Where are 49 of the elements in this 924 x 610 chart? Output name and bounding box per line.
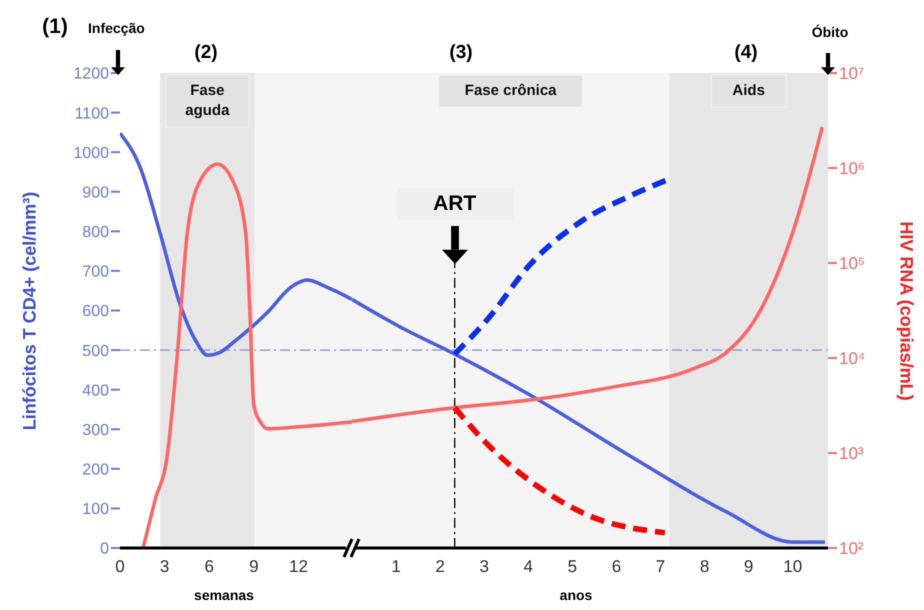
- x-tick-label: 9: [744, 557, 754, 576]
- y2-tick-label: 10⁵: [839, 254, 865, 274]
- label-box: ART: [396, 188, 513, 220]
- y-tick-label: 1200: [73, 66, 110, 83]
- y2-tick-label: 10⁴: [839, 349, 866, 368]
- y2-tick-label: 10⁶: [839, 159, 865, 178]
- y-tick-label: 400: [82, 382, 110, 400]
- text: (3): [449, 42, 473, 64]
- band-label: Fase aguda: [185, 82, 230, 119]
- y-tick-label: 500: [82, 342, 110, 360]
- x-tick-label: 10: [783, 557, 802, 576]
- x-tick-label: 7: [656, 557, 666, 576]
- y-tick-label: 700: [82, 264, 110, 281]
- x-axis-title: semanas: [194, 587, 254, 603]
- text: (1): [42, 15, 68, 40]
- x-tick-label: 9: [249, 557, 259, 576]
- x-tick-label: 3: [479, 557, 489, 576]
- y-tick-label: 100: [82, 501, 110, 518]
- y-tick-label: 1000: [73, 144, 110, 162]
- x-tick-label: 0: [115, 557, 125, 576]
- x-tick-label: 8: [700, 557, 710, 576]
- x-axis-title: anos: [560, 587, 592, 603]
- text: (2): [194, 42, 218, 64]
- x-tick-label: 6: [204, 557, 214, 576]
- y-tick-label: 600: [82, 303, 110, 320]
- x-tick-label: 2: [435, 557, 445, 576]
- y2-tick-label: 10⁷: [839, 64, 864, 84]
- band-label: Aids: [732, 82, 765, 99]
- text: Infecção: [88, 20, 145, 36]
- y2-tick-label: 10²: [839, 539, 864, 558]
- x-tick-label: 12: [289, 557, 308, 576]
- y-tick-label: 1100: [74, 105, 110, 122]
- y2-tick-label: 10³: [839, 444, 864, 464]
- ref-line-label: ART: [433, 192, 476, 216]
- text: Óbito: [812, 24, 848, 40]
- x-tick-label: 6: [612, 557, 622, 576]
- x-tick-label: 3: [160, 557, 170, 576]
- x-tick-label: 4: [524, 557, 534, 576]
- y2-axis-title: HIV RNA (copias/mL): [896, 220, 916, 400]
- y-tick-label: 0: [100, 540, 110, 558]
- y-tick-label: 200: [82, 462, 110, 479]
- x-tick-label: 1: [391, 557, 401, 576]
- y-tick-label: 800: [82, 224, 110, 242]
- y-tick-label: 300: [82, 422, 110, 439]
- y-tick-label: 900: [82, 184, 110, 202]
- band-label: Fase crônica: [464, 82, 558, 99]
- x-tick-label: 5: [568, 557, 578, 576]
- text: (4): [734, 42, 758, 64]
- y-axis-title: Linfócitos T CD4+ (cel/mm³): [20, 191, 40, 430]
